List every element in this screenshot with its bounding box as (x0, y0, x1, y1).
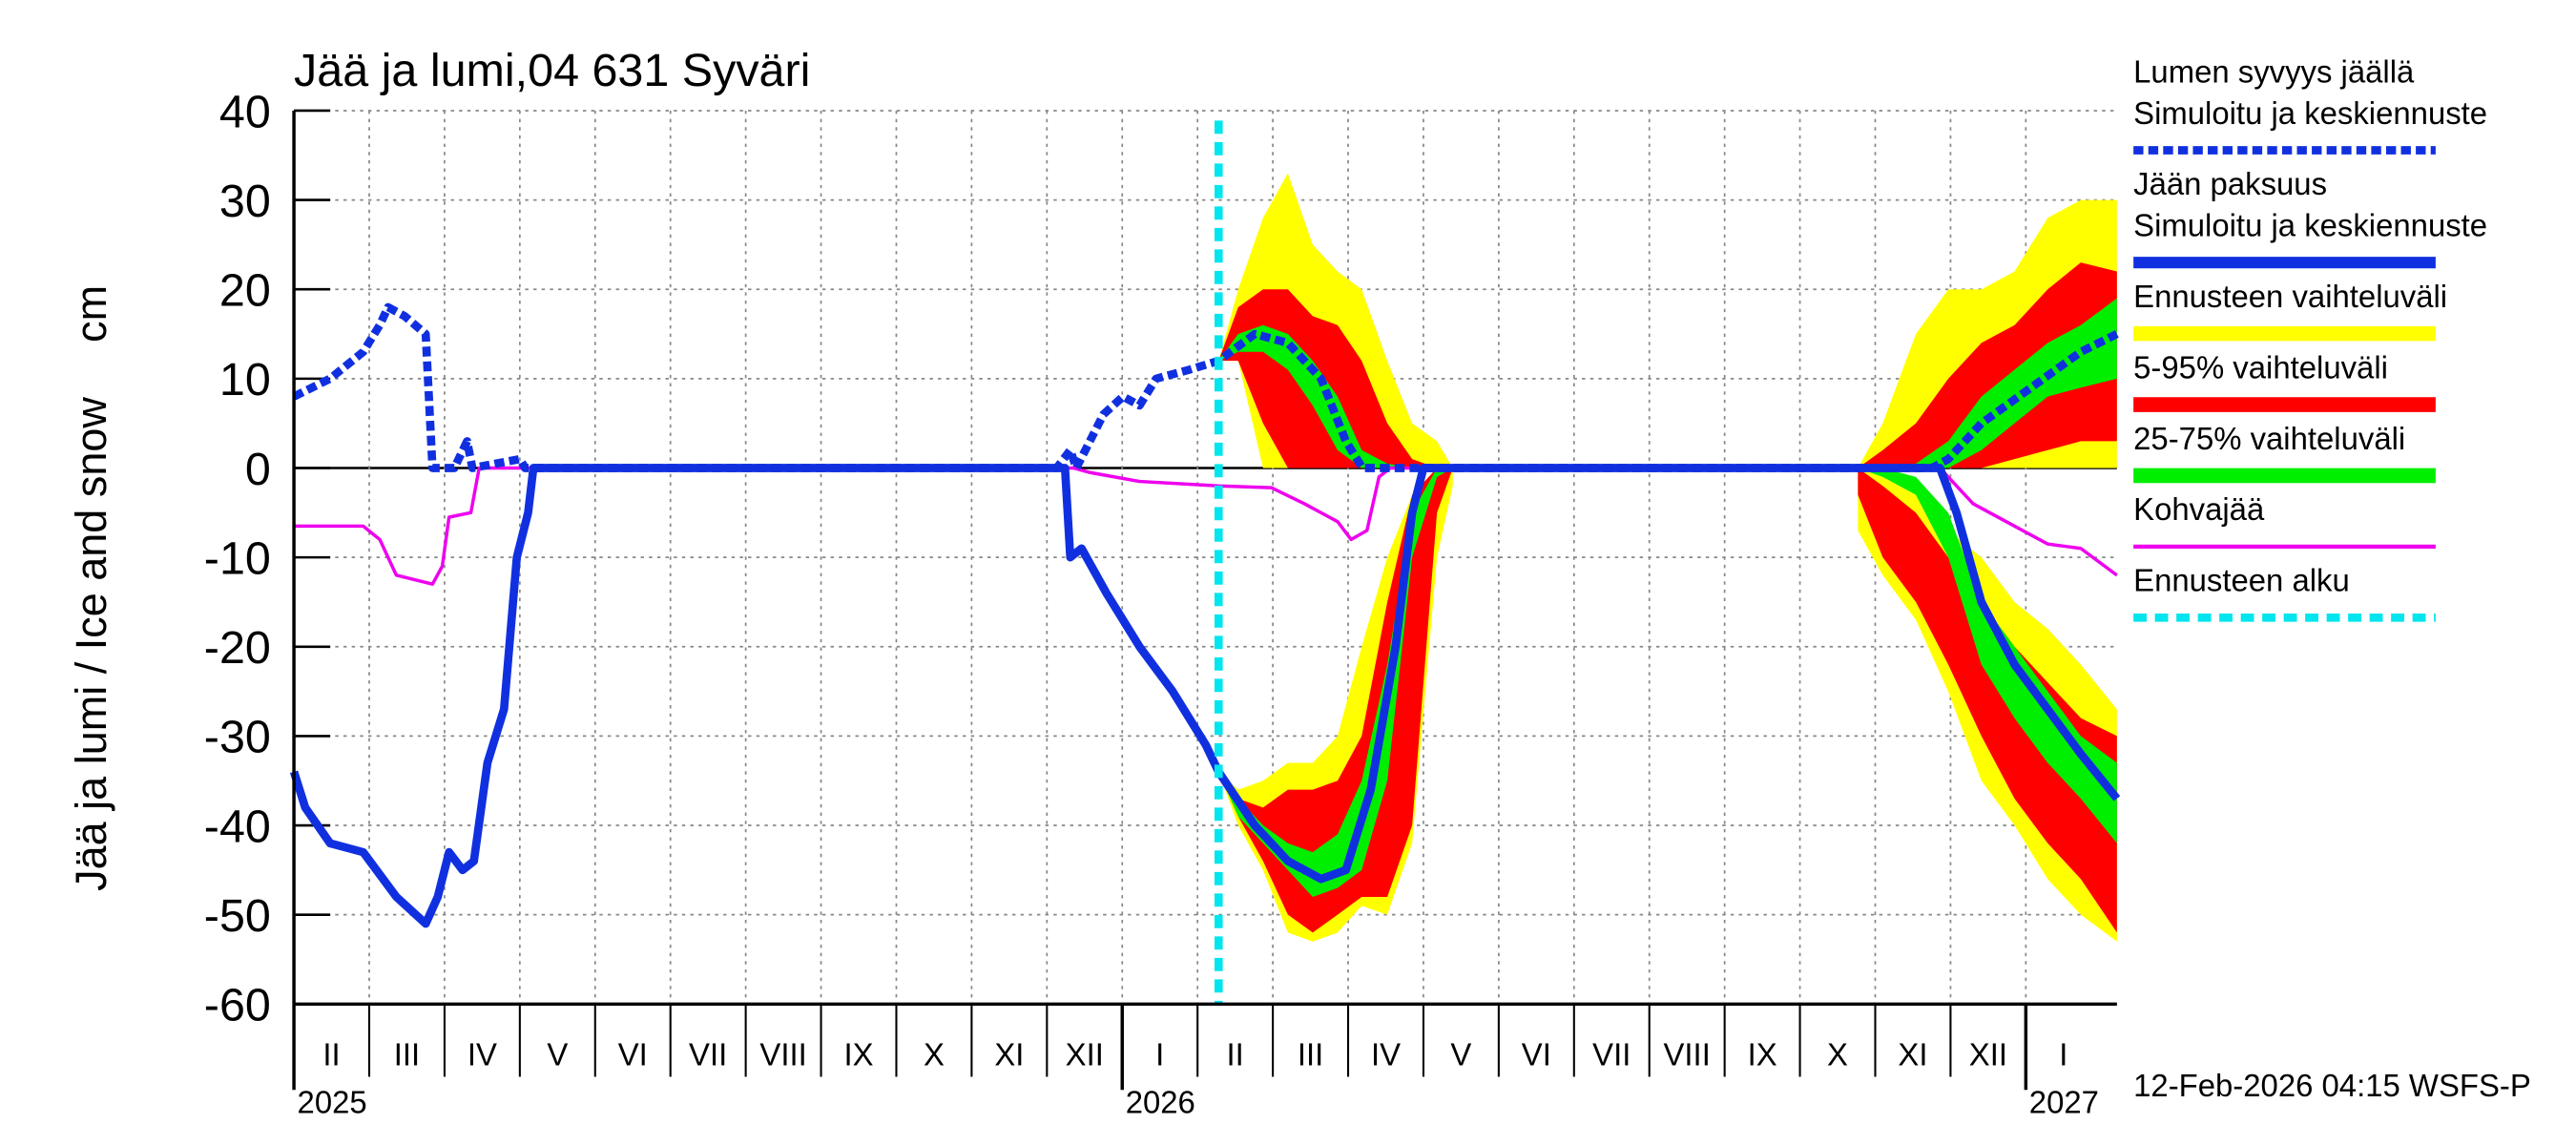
y-tick-label: -20 (204, 622, 271, 674)
legend-label: Kohvajää (2133, 491, 2265, 527)
series-line (289, 464, 2121, 928)
y-tick-label: 10 (219, 354, 271, 406)
x-tick-label: X (924, 1036, 945, 1072)
legend-label: Simuloitu ja keskiennuste (2133, 208, 2487, 243)
x-tick-label: VI (618, 1036, 648, 1072)
x-tick-label: XII (1066, 1036, 1104, 1072)
x-tick-label: VII (1592, 1036, 1631, 1072)
x-tick-label: XI (994, 1036, 1024, 1072)
x-tick-label: II (322, 1036, 340, 1072)
y-axis-unit: cm (67, 285, 115, 343)
y-axis-label: Jää ja lumi / Ice and snow (67, 397, 115, 891)
x-tick-label: VIII (1664, 1036, 1711, 1072)
legend-label: Lumen syvyys jäällä (2133, 54, 2415, 90)
y-tick-label: 20 (219, 265, 271, 317)
y-tick-label: -40 (204, 801, 271, 852)
y-tick-label: 0 (245, 444, 271, 495)
band-area (1218, 468, 2117, 942)
y-tick-label: -60 (204, 980, 271, 1031)
y-tick-label: -50 (204, 890, 271, 942)
legend-label: 25-75% vaihteluväli (2133, 421, 2405, 456)
x-tick-label: IX (843, 1036, 873, 1072)
y-tick-label: -10 (204, 532, 271, 584)
legend-label: Ennusteen alku (2133, 563, 2350, 598)
x-tick-label: VII (689, 1036, 727, 1072)
x-tick-label: III (1298, 1036, 1323, 1072)
footer: 12-Feb-2026 04:15 WSFS-P (2133, 1068, 2531, 1103)
band-area (1218, 468, 2117, 897)
x-tick-label: II (1226, 1036, 1243, 1072)
x-tick-label: IX (1748, 1036, 1777, 1072)
x-tick-label: X (1827, 1036, 1848, 1072)
chart-title: Jää ja lumi,04 631 Syväri (294, 45, 810, 96)
y-tick-label: 40 (219, 86, 271, 137)
x-tick-label: VIII (759, 1036, 806, 1072)
series-line (292, 302, 2119, 472)
legend-label: Simuloitu ja keskiennuste (2133, 95, 2487, 131)
x-tick-label: I (2059, 1036, 2067, 1072)
x-tick-label: XI (1898, 1036, 1927, 1072)
x-tick-label: III (394, 1036, 420, 1072)
year-label: 2026 (1126, 1085, 1195, 1120)
year-label: 2025 (298, 1085, 367, 1120)
legend-label: Ennusteen vaihteluväli (2133, 279, 2447, 314)
legend-label: 5-95% vaihteluväli (2133, 349, 2388, 385)
y-tick-label: -30 (204, 712, 271, 763)
band-area (1218, 262, 2117, 468)
x-tick-label: VI (1522, 1036, 1551, 1072)
x-tick-label: V (1450, 1036, 1471, 1072)
x-tick-label: V (547, 1036, 568, 1072)
x-tick-label: IV (467, 1036, 497, 1072)
year-label: 2027 (2029, 1085, 2099, 1120)
x-tick-label: XII (1969, 1036, 2007, 1072)
y-tick-label: 30 (219, 176, 271, 227)
x-tick-label: IV (1371, 1036, 1401, 1072)
x-tick-label: I (1155, 1036, 1164, 1072)
legend-label: Jään paksuus (2133, 166, 2327, 201)
